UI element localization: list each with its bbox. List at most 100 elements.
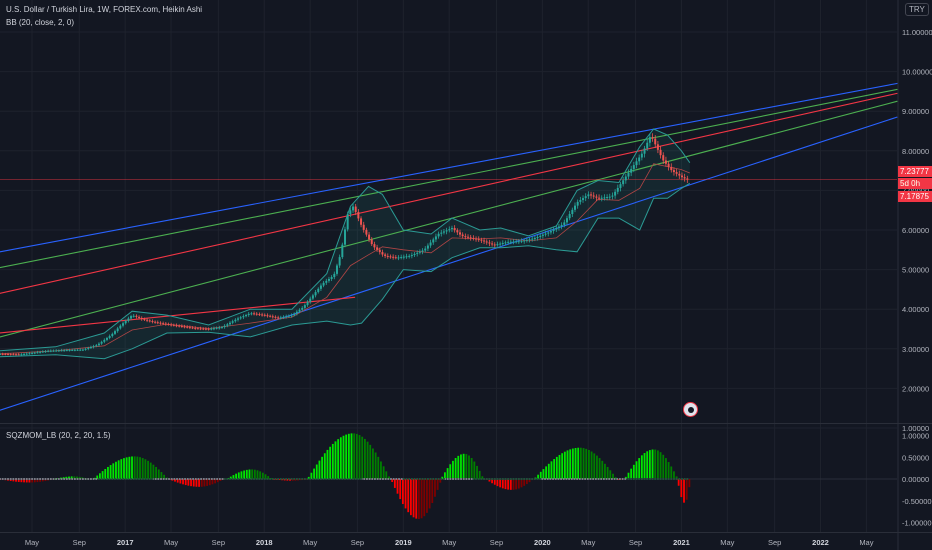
currency-badge[interactable]: TRY xyxy=(905,3,929,16)
candle-body xyxy=(528,239,531,241)
candle-body xyxy=(432,239,435,243)
time-tick-label: Sep xyxy=(73,538,86,547)
candle-body xyxy=(4,353,7,355)
price-pane[interactable] xyxy=(0,82,898,411)
momentum-bar xyxy=(339,437,342,479)
squeeze-off-dot xyxy=(437,478,440,480)
momentum-bar xyxy=(665,458,667,479)
momentum-bar xyxy=(638,458,641,479)
momentum-bar xyxy=(136,456,139,479)
bb-indicator-label[interactable]: BB (20, close, 2, 0) xyxy=(6,18,75,27)
momentum-bar xyxy=(275,479,278,480)
momentum-bar xyxy=(436,479,439,490)
momentum-bar xyxy=(476,465,478,479)
momentum-bar xyxy=(428,479,431,509)
squeeze-off-dot xyxy=(253,478,255,480)
momentum-pane[interactable] xyxy=(0,433,897,520)
candle-body xyxy=(138,316,141,318)
squeeze-off-dot xyxy=(143,478,146,480)
momentum-bar xyxy=(329,446,332,479)
candle-body xyxy=(485,241,488,243)
candle-body xyxy=(394,257,397,259)
candle-body xyxy=(65,350,68,352)
candle-body xyxy=(130,316,133,319)
time-axis[interactable]: May Sep 2017 May Sep 2018 May Sep 2019 May Sep 2020… xyxy=(0,532,932,548)
squeeze-off-dot xyxy=(418,478,421,480)
candle-body xyxy=(552,229,555,232)
candle-body xyxy=(87,347,90,349)
candle-body xyxy=(271,316,274,318)
candle-body xyxy=(44,351,47,353)
candle-body xyxy=(480,239,483,241)
candle-body xyxy=(440,232,443,234)
squeeze-off-dot xyxy=(504,478,507,480)
squeeze-dot xyxy=(192,478,194,480)
bar-countdown-tag: 5d 0h xyxy=(898,178,932,189)
squeeze-dot xyxy=(160,478,162,480)
squeeze-off-dot xyxy=(328,478,330,480)
momentum-bar xyxy=(120,459,123,479)
candle-body xyxy=(12,354,15,356)
sqzmom-indicator-label[interactable]: SQZMOM_LB (20, 2, 20, 1.5) xyxy=(6,431,111,440)
squeeze-off-dot xyxy=(662,478,665,480)
candle-body xyxy=(164,323,167,325)
squeeze-off-dot xyxy=(287,478,290,480)
squeeze-off-dot xyxy=(146,478,148,480)
momentum-bar xyxy=(294,479,297,481)
momentum-bar xyxy=(211,479,214,485)
momentum-axis[interactable]: 1.00000 0.50000 0.00000 -0.50000 -1.00000 xyxy=(902,432,932,528)
tradingview-logo-icon[interactable] xyxy=(683,402,698,417)
squeeze-dot xyxy=(576,478,579,480)
candle-body xyxy=(408,255,411,257)
squeeze-off-dot xyxy=(237,478,239,480)
candle-body xyxy=(285,316,288,318)
squeeze-dot xyxy=(605,478,608,480)
candle-body xyxy=(242,316,245,318)
candle-body xyxy=(469,237,472,239)
momentum-bar xyxy=(323,453,326,479)
candle-body xyxy=(295,311,298,314)
candle-body xyxy=(226,324,229,326)
momentum-bar xyxy=(259,471,262,479)
candle-body xyxy=(108,336,111,338)
squeeze-off-dot xyxy=(341,478,344,480)
squeeze-dot xyxy=(616,478,619,480)
momentum-bar xyxy=(104,468,107,479)
momentum-bar xyxy=(460,454,462,479)
squeeze-off-dot xyxy=(496,478,499,480)
momentum-bar xyxy=(174,479,176,482)
momentum-bar xyxy=(251,469,254,479)
price-tick-label: 6.00000 xyxy=(902,226,929,235)
trendlines[interactable] xyxy=(0,82,898,411)
symbol-title[interactable]: U.S. Dollar / Turkish Lira, 1W, FOREX.co… xyxy=(6,5,203,14)
candle-body xyxy=(541,234,544,236)
candle-body xyxy=(23,353,26,355)
squeeze-off-dot xyxy=(346,478,349,480)
squeeze-dot xyxy=(197,478,200,480)
momentum-bar xyxy=(577,447,580,479)
candle-body xyxy=(36,352,39,354)
squeeze-dot xyxy=(366,478,368,480)
momentum-bar xyxy=(488,479,491,482)
candle-body xyxy=(175,325,178,327)
candle-body xyxy=(335,265,338,274)
price-axis[interactable]: 1.00000 2.00000 3.00000 4.00000 5.00000 6.000… xyxy=(897,0,932,550)
candle-body xyxy=(151,321,154,323)
momentum-bar xyxy=(286,479,289,481)
squeeze-off-dot xyxy=(659,478,662,480)
momentum-bar xyxy=(144,459,147,479)
momentum-bar xyxy=(491,479,493,484)
squeeze-off-dot xyxy=(306,478,309,480)
squeeze-dot xyxy=(28,478,31,480)
candle-body xyxy=(664,160,667,164)
momentum-bar xyxy=(606,466,609,479)
candle-body xyxy=(547,232,550,234)
squeeze-off-dot xyxy=(640,478,643,480)
momentum-bar xyxy=(358,435,361,479)
candle-body xyxy=(560,224,563,227)
squeeze-off-dot xyxy=(226,478,229,480)
squeeze-off-dot xyxy=(638,478,641,480)
candle-body xyxy=(611,195,614,197)
squeeze-off-dot xyxy=(309,478,312,480)
